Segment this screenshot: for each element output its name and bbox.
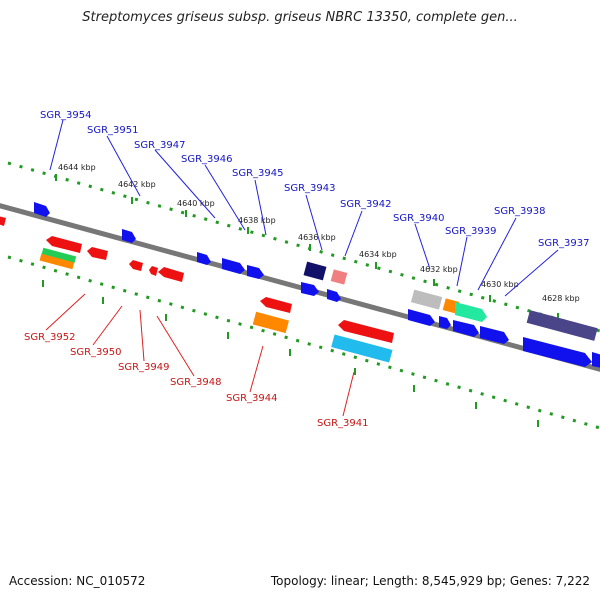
gene-sgr-3940[interactable] [410, 289, 443, 310]
gene-label[interactable]: SGR_3943 [284, 183, 336, 194]
gene-sgr-3944-a[interactable] [260, 297, 292, 313]
gene-sgr-3937-b[interactable] [523, 337, 592, 367]
kbp-label: 4636 kbp [298, 233, 336, 242]
gene-sgr-3938[interactable] [453, 320, 479, 337]
kbp-label: 4634 kbp [359, 250, 397, 259]
gene-label[interactable]: SGR_3938 [494, 206, 546, 217]
reverse-genes [0, 216, 394, 363]
kbp-label: 4628 kbp [542, 294, 580, 303]
lower-gene-labels: SGR_3952 SGR_3950 SGR_3949 SGR_3948 SGR_… [24, 332, 369, 429]
gene-sgr-3950[interactable] [87, 247, 108, 260]
gene-label[interactable]: SGR_3944 [226, 393, 278, 404]
upper-leader-lines [49, 119, 559, 297]
map-title: Streptomyces griseus subsp. griseus NBRC… [82, 10, 518, 25]
gene-label[interactable]: SGR_3946 [181, 154, 233, 165]
gene-label[interactable]: SGR_3950 [70, 347, 122, 358]
kbp-label: 4644 kbp [58, 163, 96, 172]
gene-sgr-3945a[interactable] [222, 258, 245, 274]
gene-sgr-3942-b[interactable] [327, 289, 341, 302]
gene-sgr-3937[interactable] [526, 310, 598, 341]
kbp-label: 4640 kbp [177, 199, 215, 208]
gene-label[interactable]: SGR_3947 [134, 140, 186, 151]
gene-label[interactable]: SGR_3942 [340, 199, 392, 210]
gene-label[interactable]: SGR_3949 [118, 362, 170, 373]
gene-sgr-3940-b[interactable] [408, 309, 435, 326]
gene-sgr-3952-c[interactable] [39, 253, 75, 270]
gene-sgr-3948[interactable] [158, 267, 184, 282]
gene-sgr-3942[interactable] [330, 269, 348, 285]
kbp-label: 4630 kbp [481, 280, 519, 289]
gene-label[interactable]: SGR_3948 [170, 377, 222, 388]
gene-sgr-3943[interactable] [303, 261, 327, 281]
upper-gene-labels: SGR_3954 SGR_3951 SGR_3947 SGR_3946 SGR_… [40, 110, 590, 249]
forward-genes [34, 202, 600, 368]
genome-axis [0, 203, 600, 372]
gene-sgr-3939-b[interactable] [439, 316, 451, 329]
gene-label[interactable]: SGR_3941 [317, 418, 369, 429]
gene-sgr-3952-a[interactable] [46, 236, 82, 253]
gene-sgr-3944[interactable] [252, 311, 289, 334]
gene-sgr-3949[interactable] [129, 260, 143, 271]
gene-label[interactable]: SGR_3940 [393, 213, 445, 224]
kbp-labels: 4644 kbp 4642 kbp 4640 kbp 4638 kbp 4636… [58, 163, 580, 303]
gene-label[interactable]: SGR_3951 [87, 125, 139, 136]
kbp-label: 4632 kbp [420, 265, 458, 274]
gene-sgr-3938-b[interactable] [480, 326, 509, 344]
lower-leader-lines [45, 293, 355, 417]
gene-sgr-3952-b[interactable] [41, 247, 77, 264]
gene-sgr-3943-b[interactable] [301, 282, 319, 296]
gene-label[interactable]: SGR_3952 [24, 332, 76, 343]
gene-sgr-3951[interactable] [122, 229, 136, 243]
genome-summary-text: Topology: linear; Length: 8,545,929 bp; … [270, 574, 590, 588]
gene-label[interactable]: SGR_3939 [445, 226, 497, 237]
gene-label[interactable]: SGR_3945 [232, 168, 284, 179]
gene-sgr-3948-a[interactable] [149, 266, 158, 276]
gene-sgr-3939[interactable] [455, 302, 487, 322]
gene-sgr-3941[interactable] [331, 334, 393, 363]
gene-sgr-3946[interactable] [197, 252, 211, 265]
gene-sgr-3945b[interactable] [247, 265, 264, 279]
gene-sgr-3954[interactable] [34, 202, 50, 217]
kbp-label: 4638 kbp [238, 216, 276, 225]
gene-sgr-edge-left[interactable] [0, 216, 6, 226]
kbp-ticks [42, 174, 559, 427]
accession-text: Accession: NC_010572 [9, 574, 146, 588]
kbp-label: 4642 kbp [118, 180, 156, 189]
gene-label[interactable]: SGR_3954 [40, 110, 92, 121]
gene-label[interactable]: SGR_3937 [538, 238, 590, 249]
gene-sgr-3941-a[interactable] [338, 320, 394, 343]
gene-edge-right[interactable] [592, 352, 600, 368]
